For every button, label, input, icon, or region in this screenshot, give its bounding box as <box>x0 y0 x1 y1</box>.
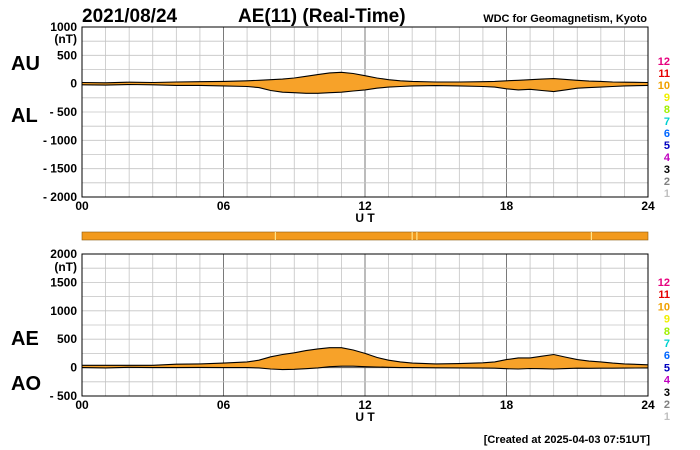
data-coverage-bar <box>81 231 649 241</box>
station-label: 8 <box>664 326 670 338</box>
station-label: 9 <box>664 314 670 326</box>
x-tick-label: 12 <box>358 398 372 412</box>
created-timestamp: [Created at 2025-04-03 07:51UT] <box>484 434 651 446</box>
band-fill <box>82 72 648 94</box>
y-tick-label: 500 <box>57 48 77 62</box>
y-tick-label: - 1500 <box>43 162 77 176</box>
y-unit-label: (nT) <box>54 32 77 46</box>
x-tick-label: 00 <box>75 199 89 213</box>
series-line-ae <box>82 347 649 366</box>
source-label: WDC for Geomagnetism, Kyoto <box>483 13 647 25</box>
x-tick-label: 00 <box>75 398 89 412</box>
station-label: 1 <box>664 411 670 423</box>
x-tick-label: 18 <box>500 199 514 213</box>
station-label: 8 <box>664 104 670 116</box>
band-fill <box>82 347 648 370</box>
y-tick-label: 1000 <box>50 20 77 34</box>
station-label: 9 <box>664 92 670 104</box>
x-tick-label: 18 <box>500 398 514 412</box>
station-label: 3 <box>664 387 670 399</box>
station-label: 10 <box>658 301 670 313</box>
station-label: 2 <box>664 399 670 411</box>
panel-label-au: AU <box>11 53 40 75</box>
date-label: 2021/08/24 <box>82 6 178 27</box>
series-line-au <box>81 71 649 84</box>
series-line-al <box>81 83 649 94</box>
station-label: 10 <box>658 80 670 92</box>
panel-label-ae: AE <box>11 328 39 350</box>
station-label: 7 <box>664 338 670 350</box>
x-tick-label: 06 <box>217 398 231 412</box>
station-label: 11 <box>658 68 670 80</box>
panel-label-ao: AO <box>11 373 41 395</box>
y-unit-label: (nT) <box>54 260 77 274</box>
y-tick-label: 0 <box>70 77 77 91</box>
y-tick-label: - 1000 <box>43 133 77 147</box>
station-label: 3 <box>664 164 670 176</box>
x-tick-label: 24 <box>641 199 655 213</box>
series-line-ao <box>81 365 649 371</box>
au-al-panel: 1000 500 0 - 500 - 1000 - 1500 - 2000 (nT) 00 06 1… <box>11 20 671 225</box>
plot-frame <box>81 26 649 198</box>
station-label: 7 <box>664 116 670 128</box>
x-tick-label: 24 <box>641 398 655 412</box>
panel-label-al: AL <box>11 105 38 127</box>
station-label: 5 <box>664 140 670 152</box>
chart-title: AE(11) (Real-Time) <box>238 6 406 27</box>
y-tick-label: - 500 <box>50 105 78 119</box>
y-tick-label: 1500 <box>50 275 77 289</box>
y-tick-label: 500 <box>57 332 77 346</box>
y-tick-label: 1000 <box>50 304 77 318</box>
station-label: 2 <box>664 176 670 188</box>
x-axis-label: U T <box>355 211 375 225</box>
station-label: 4 <box>664 152 671 164</box>
station-label: 12 <box>658 277 670 289</box>
y-tick-label: - 500 <box>50 389 78 403</box>
y-tick-label: 2000 <box>50 247 77 261</box>
station-label: 4 <box>664 375 671 387</box>
station-label: 6 <box>664 350 670 362</box>
y-tick-label: 0 <box>70 361 77 375</box>
x-tick-label: 06 <box>217 199 231 213</box>
plot-frame <box>81 253 649 397</box>
station-label: 1 <box>664 188 670 200</box>
station-label: 11 <box>658 289 670 301</box>
station-label: 5 <box>664 362 670 374</box>
x-tick-label: 12 <box>358 199 372 213</box>
y-tick-label: - 2000 <box>43 190 77 204</box>
station-label: 12 <box>658 56 670 68</box>
x-axis-label: U T <box>355 410 375 424</box>
station-label: 6 <box>664 128 670 140</box>
coverage-bar <box>81 231 649 241</box>
